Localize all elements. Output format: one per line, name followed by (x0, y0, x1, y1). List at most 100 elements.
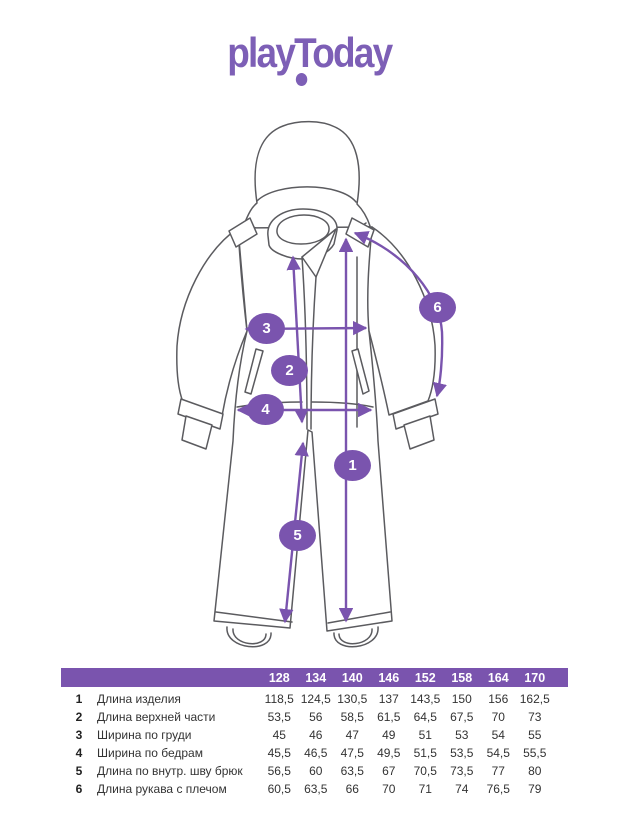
size-value: 76,5 (486, 782, 510, 796)
logo-play-text: play (226, 29, 296, 76)
size-value: 73 (528, 710, 542, 724)
size-value: 67 (382, 764, 396, 778)
size-value: 66 (345, 782, 359, 796)
table-row: 4 Ширина по бедрам 45,5 46,5 47,5 49,5 51,5 53,… (61, 744, 568, 762)
left-cuff-band (177, 398, 224, 430)
row-number: 1 (75, 692, 83, 706)
size-value: 46,5 (304, 746, 328, 760)
size-value: 56,5 (267, 764, 291, 778)
size-value: 49 (382, 728, 396, 742)
row-label: Ширина по груди (97, 728, 192, 742)
collar-lapel (301, 228, 337, 278)
size-value: 71 (418, 782, 432, 796)
size-column-header: 134 (305, 670, 327, 685)
size-value: 79 (528, 782, 542, 796)
logo-dot-icon (295, 73, 308, 86)
size-value: 47 (345, 728, 359, 742)
size-column-header: 128 (268, 670, 290, 685)
right-cuff-knit (403, 415, 435, 450)
table-row: 5 Длина по внутр. шву брюк 56,5 60 63,5 67 70,… (61, 762, 568, 780)
brand-logo: play Today (0, 29, 618, 86)
size-value: 118,5 (264, 692, 294, 706)
size-value: 130,5 (337, 692, 368, 706)
left-cuff-knit (181, 415, 213, 450)
size-value: 74 (455, 782, 469, 796)
size-column-header: 152 (414, 670, 436, 685)
row-label: Длина изделия (97, 692, 181, 706)
size-value: 53,5 (267, 710, 291, 724)
measure-badge-2: 2 (271, 355, 308, 386)
size-value: 156 (488, 692, 509, 706)
size-value: 143,5 (410, 692, 441, 706)
size-column-header: 140 (341, 670, 363, 685)
size-table-header: 128 134 140 146 152 158 164 170 (61, 668, 568, 687)
size-column-header: 158 (451, 670, 473, 685)
row-label: Длина верхней части (97, 710, 216, 724)
measure-badge-3: 3 (248, 313, 285, 344)
size-value: 70 (491, 710, 505, 724)
size-value: 54 (491, 728, 505, 742)
size-value: 47,5 (340, 746, 364, 760)
size-value: 64,5 (413, 710, 437, 724)
right-sleeve (367, 226, 436, 416)
measure-arrow-2 (286, 255, 309, 424)
right-stirrup (333, 626, 379, 648)
measure-arrow-6 (353, 231, 447, 398)
measure-badge-4: 4 (247, 394, 284, 425)
size-value: 58,5 (340, 710, 364, 724)
left-pocket (244, 348, 264, 395)
brand-logo-text: play Today (226, 29, 393, 86)
table-row: 1 Длина изделия 118,5 124,5 130,5 137 143,5 150… (61, 690, 568, 708)
hood-inner-seam (256, 186, 357, 203)
size-value: 55 (528, 728, 542, 742)
size-value: 45,5 (267, 746, 291, 760)
size-value: 124,5 (300, 692, 331, 706)
size-value: 63,5 (304, 782, 328, 796)
size-table-body: 1 Длина изделия 118,5 124,5 130,5 137 143,5 150… (61, 690, 568, 798)
size-value: 60 (309, 764, 323, 778)
size-table: 128 134 140 146 152 158 1 6 4 170 1 Длина изделия 1… (61, 668, 568, 798)
size-value: 53 (455, 728, 469, 742)
row-label: Длина рукава с плечом (97, 782, 227, 796)
row-number: 6 (75, 782, 83, 796)
logo-today-text: Today (294, 29, 393, 86)
left-stirrup (226, 626, 272, 648)
size-value: 46 (309, 728, 323, 742)
right-leg-hem (327, 611, 391, 624)
left-shoulder-tab (228, 217, 258, 248)
table-row: 3 Ширина по груди 45 46 47 49 51 53 54 55 (61, 726, 568, 744)
measure-badge-5: 5 (279, 520, 316, 551)
collar-opening (276, 214, 330, 245)
row-number: 2 (75, 710, 83, 724)
size-value: 53,5 (450, 746, 474, 760)
table-row: 6 Длина рукава с плечом 60,5 63,5 66 70 71 74 76… (61, 780, 568, 798)
row-number: 4 (75, 746, 83, 760)
table-row: 2 Длина верхней части 53,5 56 58,5 61,5 64,5 67… (61, 708, 568, 726)
size-column-header: 170 (524, 670, 546, 685)
size-value: 150 (451, 692, 472, 706)
size-value: 49,5 (377, 746, 401, 760)
row-number: 3 (75, 728, 83, 742)
size-value: 67,5 (450, 710, 474, 724)
size-value: 51 (418, 728, 432, 742)
size-value: 56 (309, 710, 323, 724)
size-value: 70,5 (413, 764, 437, 778)
size-value: 60,5 (267, 782, 291, 796)
size-value: 137 (378, 692, 399, 706)
size-value: 70 (382, 782, 396, 796)
size-value: 55,5 (523, 746, 547, 760)
row-label: Длина по внутр. шву брюк (97, 764, 243, 778)
size-value: 73,5 (450, 764, 474, 778)
size-value: 61,5 (377, 710, 401, 724)
measure-badge-6: 6 (419, 292, 456, 323)
size-column-header: 146 (378, 670, 400, 685)
size-value: 51,5 (413, 746, 437, 760)
size-value: 45 (272, 728, 286, 742)
row-label: Ширина по бедрам (97, 746, 203, 760)
size-value: 77 (491, 764, 505, 778)
size-value: 63,5 (340, 764, 364, 778)
right-cuff-band (392, 398, 439, 430)
size-value: 80 (528, 764, 542, 778)
row-number: 5 (75, 764, 83, 778)
